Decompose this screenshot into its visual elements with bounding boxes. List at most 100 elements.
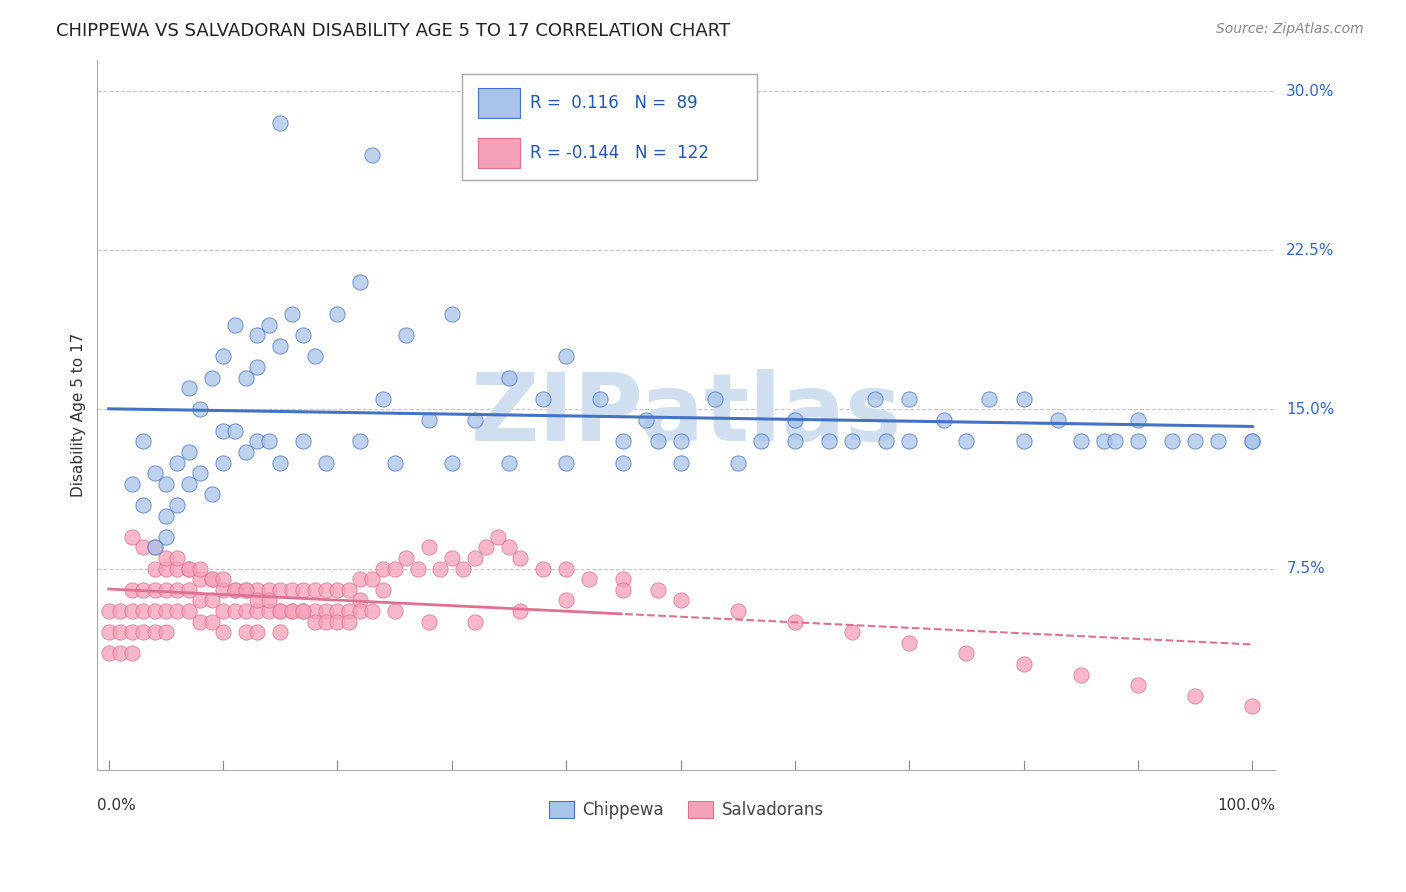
Point [121, 646, 143, 660]
Point [384, 604, 406, 618]
Point [188, 561, 211, 575]
Point [509, 550, 531, 565]
Point [188, 615, 211, 629]
Point [212, 582, 235, 597]
Point [555, 350, 578, 364]
Point [292, 604, 315, 618]
Text: 15.0%: 15.0% [1286, 402, 1334, 417]
Point [257, 593, 280, 607]
Point [269, 604, 291, 618]
Point [555, 593, 578, 607]
Point [269, 339, 291, 353]
Point [246, 328, 269, 343]
Point [418, 541, 440, 555]
Point [1012, 392, 1035, 406]
Point [589, 392, 612, 406]
Point [326, 307, 349, 321]
Point [1046, 413, 1069, 427]
Point [898, 636, 921, 650]
Point [177, 445, 200, 459]
Point [201, 593, 224, 607]
Point [132, 582, 155, 597]
Point [177, 476, 200, 491]
Point [166, 498, 188, 512]
Point [292, 434, 315, 449]
Point [177, 582, 200, 597]
Point [612, 456, 634, 470]
Point [647, 582, 669, 597]
Point [440, 307, 463, 321]
Point [349, 275, 371, 289]
Point [155, 625, 177, 640]
Text: ZIPatlas: ZIPatlas [471, 368, 901, 461]
Point [280, 604, 302, 618]
Point [395, 328, 418, 343]
Point [727, 604, 749, 618]
Point [235, 625, 257, 640]
Point [349, 434, 371, 449]
Point [464, 413, 486, 427]
Point [155, 582, 177, 597]
Text: 22.5%: 22.5% [1286, 243, 1334, 258]
Point [155, 530, 177, 544]
Point [349, 604, 371, 618]
Point [166, 582, 188, 597]
Point [269, 456, 291, 470]
Point [440, 550, 463, 565]
Point [749, 434, 772, 449]
Text: 0.0%: 0.0% [97, 798, 136, 814]
Point [373, 582, 395, 597]
Point [898, 392, 921, 406]
Point [155, 508, 177, 523]
Point [475, 541, 498, 555]
Point [143, 625, 166, 640]
Point [727, 456, 749, 470]
Point [315, 582, 337, 597]
Point [464, 550, 486, 565]
Point [132, 541, 155, 555]
Text: R =  0.116   N =  89: R = 0.116 N = 89 [530, 94, 697, 112]
Point [246, 625, 269, 640]
Text: 7.5%: 7.5% [1286, 561, 1324, 576]
Point [360, 572, 382, 586]
Point [188, 466, 211, 480]
Point [188, 402, 211, 417]
Point [155, 604, 177, 618]
Point [531, 561, 554, 575]
Point [1241, 434, 1264, 449]
Point [418, 413, 440, 427]
Point [1126, 434, 1149, 449]
Point [955, 434, 977, 449]
Point [783, 413, 806, 427]
Point [177, 561, 200, 575]
Point [143, 541, 166, 555]
Point [121, 625, 143, 640]
Text: 30.0%: 30.0% [1286, 84, 1334, 99]
Point [406, 561, 429, 575]
Point [429, 561, 451, 575]
Point [979, 392, 1001, 406]
Point [669, 456, 692, 470]
Point [384, 456, 406, 470]
Point [155, 561, 177, 575]
Point [636, 413, 658, 427]
Point [166, 456, 188, 470]
Point [1241, 434, 1264, 449]
Point [132, 498, 155, 512]
Point [292, 582, 315, 597]
Text: CHIPPEWA VS SALVADORAN DISABILITY AGE 5 TO 17 CORRELATION CHART: CHIPPEWA VS SALVADORAN DISABILITY AGE 5 … [56, 22, 730, 40]
Point [246, 360, 269, 375]
Point [498, 370, 520, 384]
Point [143, 582, 166, 597]
Point [612, 582, 634, 597]
Point [1241, 699, 1264, 714]
Point [783, 434, 806, 449]
Point [863, 392, 886, 406]
Point [1184, 434, 1206, 449]
Point [841, 625, 863, 640]
FancyBboxPatch shape [478, 88, 520, 118]
Point [1092, 434, 1115, 449]
Point [373, 561, 395, 575]
Point [212, 350, 235, 364]
Point [212, 456, 235, 470]
